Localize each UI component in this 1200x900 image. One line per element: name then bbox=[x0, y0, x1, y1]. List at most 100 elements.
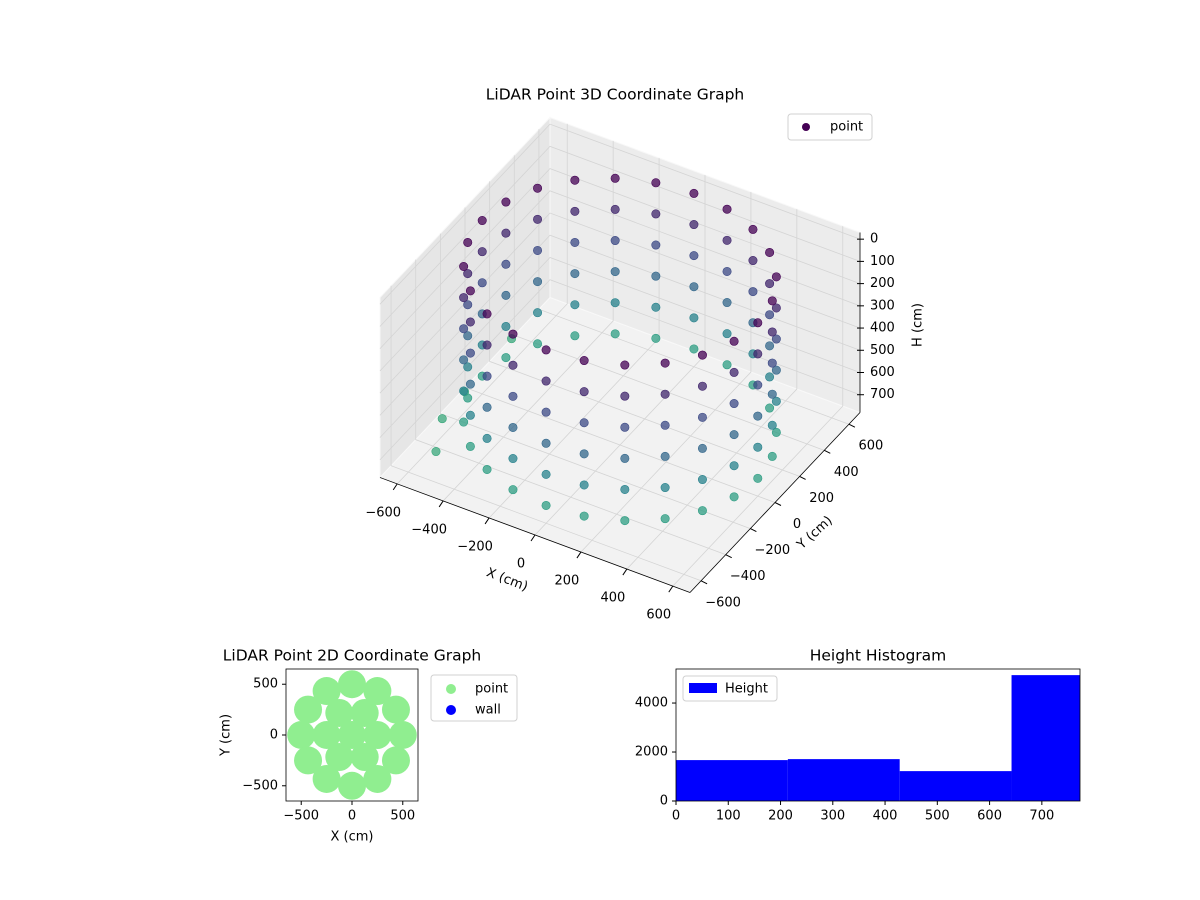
y-tick-label: 600 bbox=[858, 439, 883, 454]
point bbox=[620, 391, 630, 401]
y-tick-label: 2000 bbox=[635, 745, 668, 760]
point bbox=[660, 358, 670, 368]
point bbox=[463, 393, 473, 403]
point bbox=[477, 278, 487, 288]
point bbox=[651, 333, 661, 343]
x-axis-label: X (cm) bbox=[331, 830, 374, 845]
point bbox=[697, 475, 707, 485]
grid-line bbox=[390, 285, 702, 582]
tick-mark bbox=[438, 500, 444, 508]
point bbox=[689, 282, 699, 292]
point bbox=[722, 266, 732, 276]
point bbox=[610, 267, 620, 277]
point bbox=[651, 240, 661, 250]
y-axis-label: Y (cm) bbox=[219, 714, 234, 757]
point bbox=[753, 473, 763, 483]
point bbox=[363, 721, 392, 749]
point bbox=[294, 746, 323, 775]
point bbox=[501, 353, 511, 363]
point bbox=[477, 247, 487, 257]
point bbox=[610, 204, 620, 214]
legend-box bbox=[787, 113, 873, 141]
point bbox=[482, 402, 492, 412]
y-tick-label: 400 bbox=[834, 465, 859, 480]
point bbox=[312, 764, 341, 793]
point bbox=[570, 237, 580, 247]
tick-mark bbox=[824, 449, 831, 454]
bar bbox=[899, 771, 1012, 801]
point bbox=[765, 247, 775, 257]
point bbox=[697, 506, 707, 516]
legend-marker bbox=[802, 123, 810, 131]
point bbox=[381, 695, 410, 724]
point bbox=[465, 379, 475, 389]
point bbox=[729, 399, 739, 409]
point bbox=[338, 771, 366, 800]
z-tick-label: 200 bbox=[870, 276, 895, 291]
x-tick-label: 700 bbox=[1029, 809, 1054, 824]
point bbox=[771, 427, 781, 437]
point bbox=[459, 355, 469, 365]
tick-mark bbox=[750, 528, 757, 533]
point bbox=[482, 340, 492, 350]
tick-mark bbox=[484, 517, 490, 525]
point bbox=[729, 367, 739, 377]
x-tick-label: 500 bbox=[390, 809, 415, 824]
point bbox=[363, 764, 392, 793]
point bbox=[771, 334, 781, 344]
grid-line bbox=[439, 233, 751, 529]
point bbox=[541, 376, 551, 386]
grid-line bbox=[489, 181, 800, 477]
bar bbox=[676, 760, 788, 801]
point bbox=[533, 183, 543, 193]
x-tick-label: −400 bbox=[411, 522, 447, 537]
tick-mark bbox=[774, 502, 782, 506]
point bbox=[753, 349, 763, 359]
point bbox=[767, 296, 777, 306]
point bbox=[482, 309, 492, 319]
y-tick-label: 0 bbox=[660, 794, 668, 809]
point bbox=[660, 420, 670, 430]
point bbox=[381, 746, 410, 775]
y-tick-label: −600 bbox=[705, 595, 741, 610]
point bbox=[508, 360, 518, 370]
legend-marker bbox=[446, 705, 456, 715]
point bbox=[287, 721, 316, 749]
plot-area bbox=[676, 675, 1080, 801]
point bbox=[579, 480, 589, 490]
axis-line bbox=[689, 412, 861, 593]
point bbox=[501, 259, 511, 269]
z-tick-label: 100 bbox=[870, 254, 895, 269]
point bbox=[465, 317, 475, 327]
point bbox=[570, 269, 580, 279]
grid-line bbox=[415, 259, 726, 556]
point bbox=[459, 324, 469, 334]
point bbox=[541, 345, 551, 355]
point bbox=[533, 308, 543, 318]
legend-box bbox=[430, 674, 518, 722]
point bbox=[388, 721, 417, 749]
axes-frame bbox=[675, 668, 1081, 802]
point bbox=[570, 331, 580, 341]
point bbox=[459, 417, 469, 427]
point bbox=[533, 339, 543, 349]
x-tick-label: 0 bbox=[517, 557, 525, 572]
grid-line bbox=[379, 257, 861, 438]
tick-mark bbox=[848, 423, 856, 428]
point bbox=[771, 365, 781, 375]
point bbox=[533, 214, 543, 224]
tick-mark bbox=[530, 534, 536, 542]
point bbox=[570, 206, 580, 216]
point bbox=[660, 514, 670, 524]
point bbox=[541, 438, 551, 448]
legend-label: wall bbox=[475, 703, 501, 718]
legend-label: Height bbox=[725, 682, 768, 697]
point bbox=[610, 173, 620, 183]
tick-mark bbox=[668, 585, 674, 593]
point bbox=[620, 453, 630, 463]
point bbox=[579, 356, 589, 366]
point bbox=[722, 298, 732, 308]
point bbox=[697, 350, 707, 360]
point bbox=[482, 371, 492, 381]
point bbox=[689, 313, 699, 323]
